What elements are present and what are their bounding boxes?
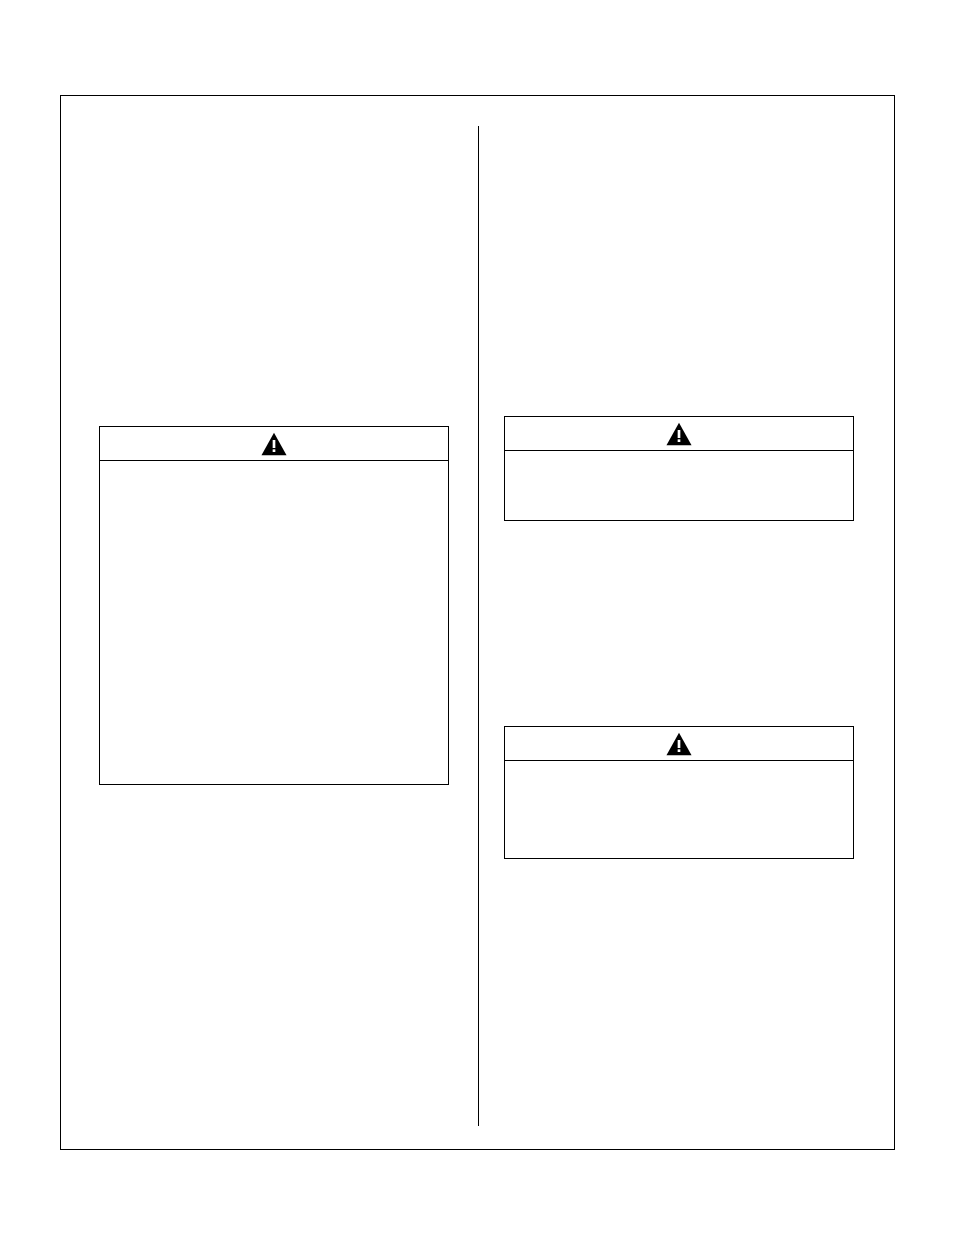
warning-triangle-icon xyxy=(665,732,693,756)
warning-triangle-icon xyxy=(665,422,693,446)
warning-box-right-lower xyxy=(504,726,854,859)
warning-box-body xyxy=(505,761,853,860)
warning-triangle-icon xyxy=(260,432,288,456)
warning-box-right-upper xyxy=(504,416,854,521)
warning-box-header xyxy=(100,427,448,461)
warning-box-header xyxy=(505,417,853,451)
column-divider xyxy=(478,126,479,1126)
warning-box-header xyxy=(505,727,853,761)
page-border xyxy=(60,95,895,1150)
warning-box-left xyxy=(99,426,449,785)
warning-box-body xyxy=(505,451,853,522)
warning-box-body xyxy=(100,461,448,786)
